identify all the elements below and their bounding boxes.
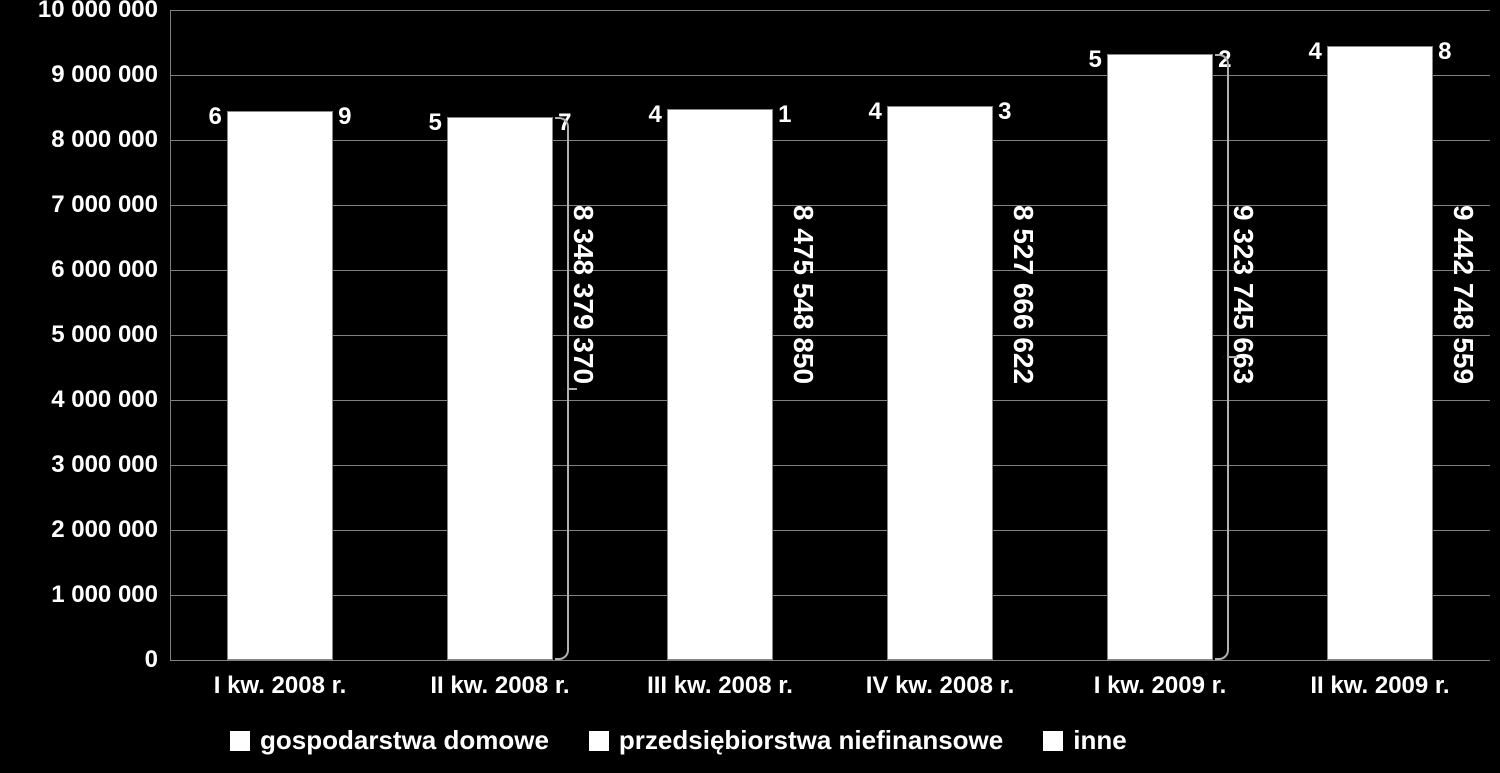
bracket-icon (555, 389, 569, 660)
y-tick-label: 3 000 000 (0, 451, 158, 479)
bar (447, 117, 553, 660)
bar-top-label-right: 9 (338, 103, 351, 131)
y-tick-label: 10 000 000 (0, 0, 158, 24)
x-tick-label: III kw. 2008 r. (647, 672, 793, 700)
bar-top-label-left: 4 (869, 98, 882, 126)
y-tick-label: 9 000 000 (0, 61, 158, 89)
y-tick-label: 0 (0, 646, 158, 674)
bar-vertical-label: 8 348 379 370 (567, 205, 599, 384)
chart-container: 0 1 000 000 2 000 000 3 000 000 4 000 000 5 0… (0, 0, 1500, 773)
bracket-icon (1215, 54, 1229, 357)
bracket-icon (569, 388, 577, 390)
legend-label: inne (1073, 725, 1126, 756)
bar-top-label-right: 1 (778, 101, 791, 129)
bar-top-label-right: 8 (1438, 38, 1451, 66)
bar-vertical-label: 8 527 666 622 (1007, 205, 1039, 384)
bracket-icon (1215, 357, 1229, 660)
y-tick-label: 1 000 000 (0, 581, 158, 609)
gridline (170, 335, 1490, 336)
bar-top-label-left: 5 (429, 109, 442, 137)
gridline (170, 10, 1490, 11)
x-tick-label: I kw. 2009 r. (1094, 672, 1227, 700)
gridline (170, 75, 1490, 76)
gridline (170, 595, 1490, 596)
y-tick-label: 2 000 000 (0, 516, 158, 544)
legend-swatch-icon (1043, 731, 1063, 751)
x-tick-label: II kw. 2008 r. (430, 672, 569, 700)
gridline (170, 660, 1490, 661)
gridline (170, 205, 1490, 206)
y-tick-label: 8 000 000 (0, 126, 158, 154)
gridline (170, 465, 1490, 466)
y-tick-label: 4 000 000 (0, 386, 158, 414)
bar (667, 109, 773, 660)
y-tick-label: 5 000 000 (0, 321, 158, 349)
gridline (170, 400, 1490, 401)
bar (227, 111, 333, 660)
bar (887, 106, 993, 660)
bar-top-label-left: 4 (1309, 38, 1322, 66)
legend-swatch-icon (230, 731, 250, 751)
bracket-icon (1229, 356, 1237, 358)
bracket-icon (555, 117, 569, 388)
y-tick-label: 7 000 000 (0, 191, 158, 219)
legend-label: gospodarstwa domowe (260, 725, 549, 756)
plot-area (170, 10, 1490, 660)
bar-top-label-right: 3 (998, 98, 1011, 126)
x-tick-label: IV kw. 2008 r. (866, 672, 1015, 700)
legend-item: przedsiębiorstwa niefinansowe (589, 725, 1003, 756)
legend-swatch-icon (589, 731, 609, 751)
x-tick-label: II kw. 2009 r. (1310, 672, 1449, 700)
gridline (170, 270, 1490, 271)
y-axis (170, 10, 171, 660)
legend: gospodarstwa domowe przedsiębiorstwa nief… (230, 725, 1127, 756)
legend-item: gospodarstwa domowe (230, 725, 549, 756)
y-tick-label: 6 000 000 (0, 256, 158, 284)
bar-top-label-left: 6 (209, 103, 222, 131)
bar-top-label-left: 4 (649, 101, 662, 129)
bar-vertical-label: 8 475 548 850 (787, 205, 819, 384)
legend-item: inne (1043, 725, 1126, 756)
legend-label: przedsiębiorstwa niefinansowe (619, 725, 1003, 756)
bar-vertical-label: 9 442 748 559 (1447, 205, 1479, 384)
bar (1327, 46, 1433, 660)
x-tick-label: I kw. 2008 r. (214, 672, 347, 700)
bar-top-label-left: 5 (1089, 46, 1102, 74)
gridline (170, 530, 1490, 531)
bar (1107, 54, 1213, 660)
gridline (170, 140, 1490, 141)
